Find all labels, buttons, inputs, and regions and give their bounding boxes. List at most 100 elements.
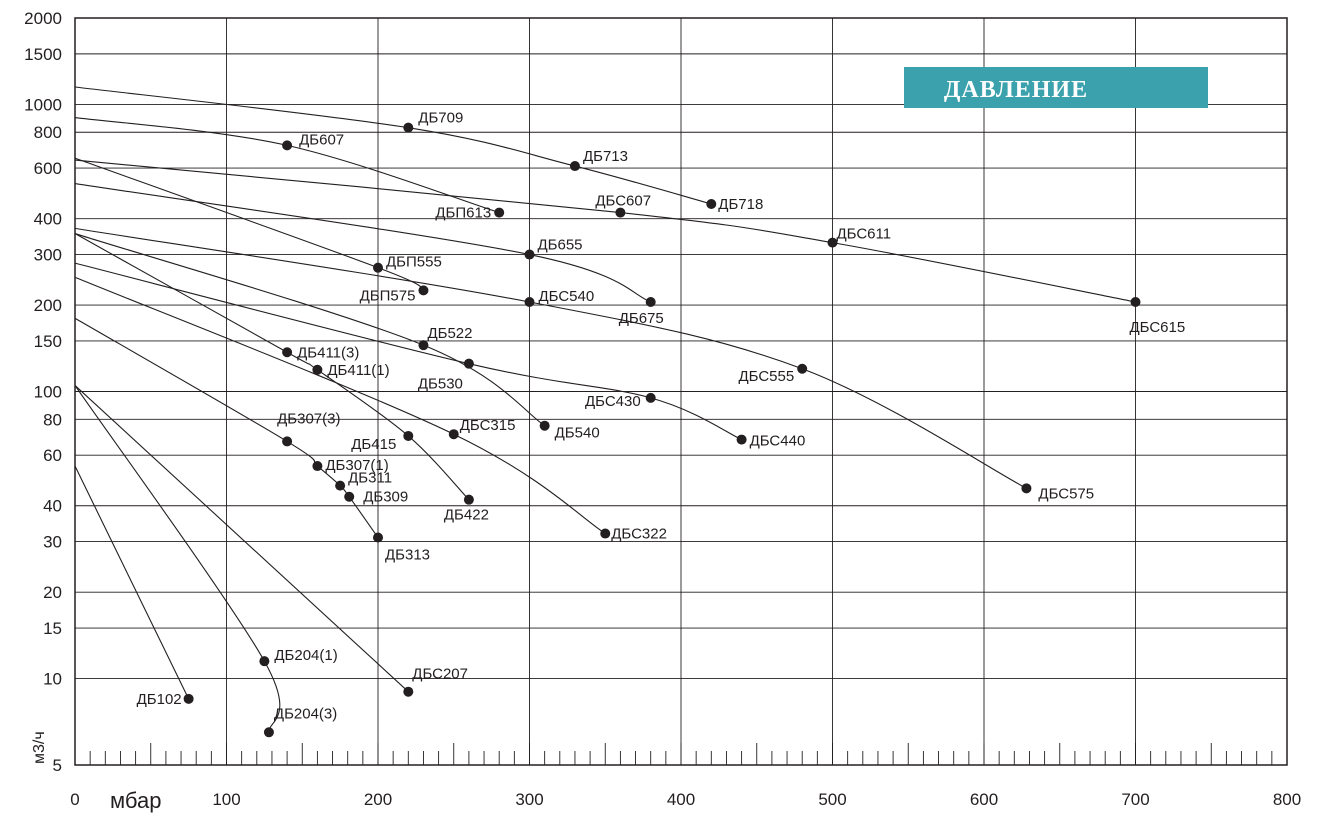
data-point <box>344 491 355 502</box>
point-label: ДБ307(3) <box>277 410 340 427</box>
data-point <box>282 140 293 151</box>
point-label: ДБ313 <box>385 547 430 564</box>
point-label: ДБ713 <box>583 148 628 165</box>
data-point <box>282 436 293 447</box>
x-tick-label: 600 <box>970 790 998 809</box>
data-point <box>373 532 383 543</box>
data-point <box>600 528 611 539</box>
data-point <box>418 285 429 296</box>
y-tick-label: 60 <box>43 446 62 465</box>
x-tick-label: 0 <box>70 790 79 809</box>
series-curve <box>74 159 1136 303</box>
y-tick-label: 800 <box>34 123 62 142</box>
data-point <box>312 461 323 472</box>
data-point <box>645 297 656 308</box>
plot-frame <box>74 17 1288 766</box>
y-tick-label: 2000 <box>24 9 62 28</box>
point-label: ДБС207 <box>412 666 468 683</box>
series-curve <box>74 465 190 700</box>
series-curve <box>74 86 712 205</box>
data-point <box>418 340 429 351</box>
point-label: ДБ102 <box>137 691 182 708</box>
point-label: ДБ530 <box>418 376 463 393</box>
data-point <box>463 494 474 505</box>
data-point <box>183 693 194 704</box>
data-point <box>463 358 474 369</box>
point-label: ДБП613 <box>435 205 491 222</box>
data-point <box>569 161 580 172</box>
data-point <box>1021 483 1032 494</box>
point-label: ДБС540 <box>539 288 595 305</box>
x-tick-label: 100 <box>212 790 240 809</box>
y-tick-label: 1000 <box>24 95 62 114</box>
point-label: ДБ204(3) <box>274 705 337 722</box>
data-point <box>539 420 550 431</box>
point-label: ДБС575 <box>1038 485 1094 502</box>
y-tick-label: 1500 <box>24 45 62 64</box>
point-label: ДБ309 <box>363 489 408 506</box>
y-tick-label: 5 <box>53 756 62 775</box>
x-tick-label: 400 <box>667 790 695 809</box>
tick-labels: 0 100 200 300 400 500 600 700 800 5 10 15 20 30 40 60 80… <box>24 9 1301 809</box>
point-label: ДБ415 <box>351 436 396 453</box>
chart-title: ДАВЛЕНИЕ <box>904 67 1208 108</box>
data-point <box>448 429 459 440</box>
point-label: ДБС611 <box>837 226 892 243</box>
data-point <box>403 686 414 697</box>
point-label: ДБ675 <box>619 310 664 327</box>
point-label: ДБС615 <box>1130 319 1186 336</box>
data-point <box>736 434 747 445</box>
series-curve <box>74 157 424 291</box>
point-label: ДБ540 <box>555 425 600 442</box>
point-label: ДБС315 <box>460 417 516 434</box>
y-tick-label: 30 <box>43 533 62 552</box>
data-point <box>524 297 535 308</box>
data-points <box>183 122 1141 738</box>
x-minor-ticks <box>89 743 1273 765</box>
data-point <box>615 207 626 218</box>
point-label: ДБ607 <box>299 131 344 148</box>
y-tick-label: 80 <box>43 410 62 429</box>
series-curve <box>74 233 545 427</box>
y-tick-label: 150 <box>34 332 62 351</box>
series-curve <box>74 385 281 733</box>
series-curve <box>74 227 1027 489</box>
y-axis-label: м3/ч <box>31 731 48 764</box>
point-label: ДБС440 <box>750 433 806 450</box>
series-curves <box>74 86 1136 733</box>
x-tick-label: 200 <box>364 790 392 809</box>
y-tick-label: 100 <box>34 383 62 402</box>
title-banner <box>904 67 1208 108</box>
point-labels: ДБ709 ДБ713 ДБ718 ДБ607 ДБП613 ДБС607 ДБС611 ДБ… <box>137 110 1186 723</box>
data-point <box>1130 297 1141 308</box>
point-label: ДБП575 <box>360 287 416 304</box>
x-tick-label: 500 <box>818 790 846 809</box>
series-curve <box>74 233 470 501</box>
point-label: ДБ718 <box>718 196 763 213</box>
point-label: ДБ422 <box>444 507 489 524</box>
x-tick-label: 800 <box>1273 790 1301 809</box>
point-label: ДБ655 <box>538 237 583 254</box>
data-point <box>373 262 383 273</box>
data-point <box>645 392 656 403</box>
data-point <box>282 347 293 358</box>
point-label: ДБ204(1) <box>274 647 337 664</box>
data-point <box>797 363 808 374</box>
data-point <box>494 207 505 218</box>
point-label: ДБП555 <box>386 254 442 271</box>
series-curve <box>74 183 651 303</box>
y-tick-label: 15 <box>43 619 62 638</box>
series-curve <box>74 385 409 693</box>
y-tick-label: 600 <box>34 159 62 178</box>
y-tick-label: 400 <box>34 210 62 229</box>
data-point <box>403 430 414 441</box>
point-label: ДБС430 <box>585 393 641 410</box>
point-label: ДБ311 <box>348 470 392 487</box>
series-curve <box>74 262 742 441</box>
data-point <box>312 364 323 375</box>
y-tick-label: 10 <box>43 670 62 689</box>
title-text: ДАВЛЕНИЕ <box>944 77 1088 103</box>
point-label: ДБ411(3) <box>297 344 359 361</box>
x-axis-label: мбар <box>110 788 161 813</box>
